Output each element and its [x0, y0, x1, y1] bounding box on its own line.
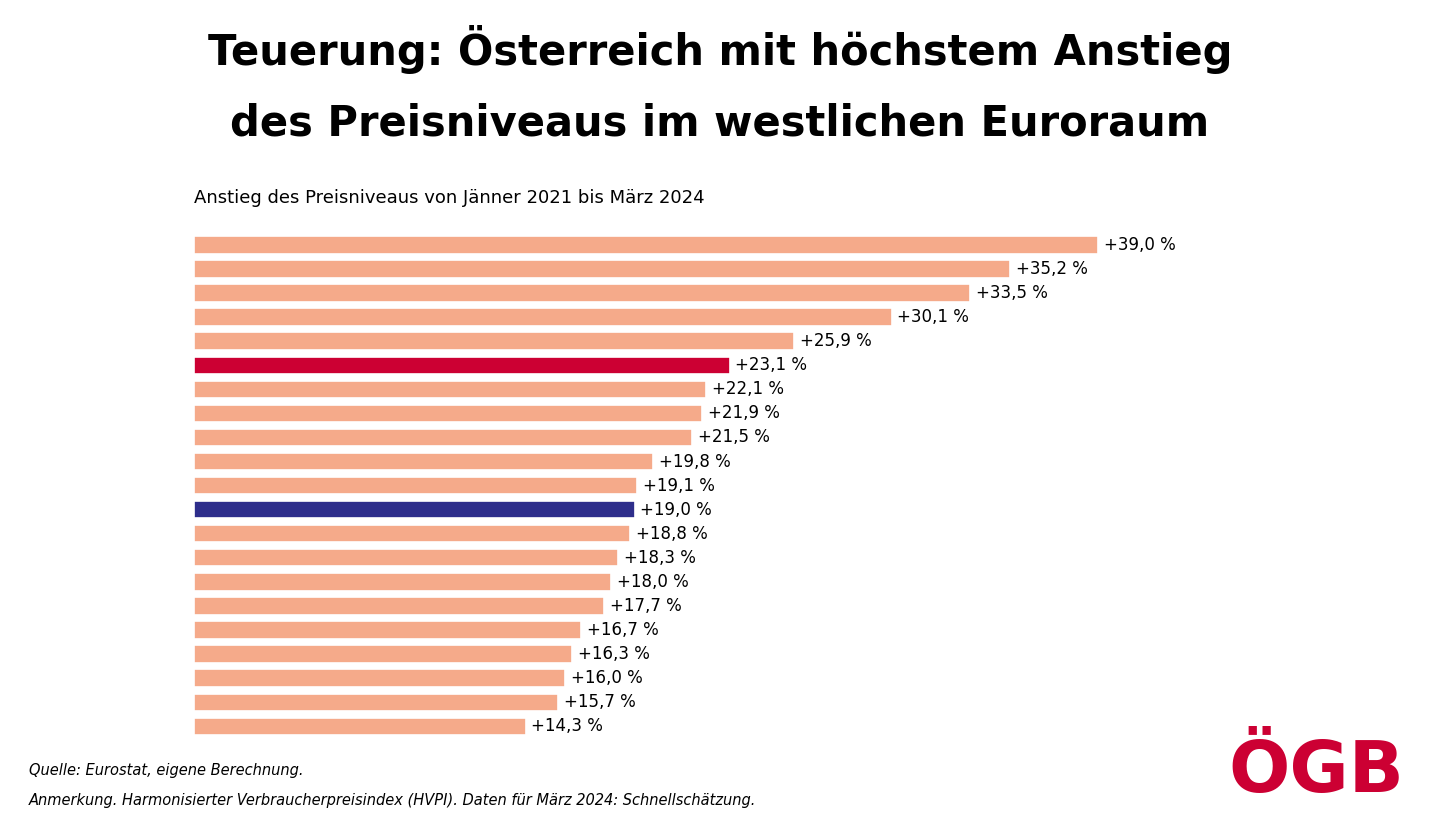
Bar	[194, 260, 1009, 277]
Bar	[194, 309, 891, 326]
Text: +35,2 %: +35,2 %	[1015, 260, 1087, 278]
Text: des Preisniveaus im westlichen Euroraum: des Preisniveaus im westlichen Euroraum	[230, 103, 1210, 145]
Text: +25,9 %: +25,9 %	[801, 332, 873, 350]
Bar	[194, 501, 635, 518]
Text: +18,3 %: +18,3 %	[624, 549, 696, 567]
Bar	[194, 669, 564, 686]
Bar	[194, 332, 795, 350]
Bar	[194, 645, 572, 663]
Text: +19,8 %: +19,8 %	[660, 453, 730, 471]
Text: Teuerung: Österreich mit höchstem Anstieg: Teuerung: Österreich mit höchstem Anstie…	[207, 25, 1233, 74]
Bar	[194, 429, 693, 446]
Text: +18,0 %: +18,0 %	[618, 573, 688, 591]
Text: +39,0 %: +39,0 %	[1103, 236, 1175, 253]
Text: +19,1 %: +19,1 %	[642, 477, 714, 495]
Text: +16,0 %: +16,0 %	[570, 669, 642, 687]
Bar	[194, 525, 629, 542]
Bar	[194, 718, 526, 735]
Text: +21,9 %: +21,9 %	[707, 404, 779, 422]
Bar	[194, 597, 605, 615]
Text: Anstieg des Preisniveaus von Jänner 2021 bis März 2024: Anstieg des Preisniveaus von Jänner 2021…	[194, 189, 706, 207]
Bar	[194, 453, 654, 470]
Text: +30,1 %: +30,1 %	[897, 308, 969, 326]
Text: +18,8 %: +18,8 %	[635, 525, 707, 542]
Bar	[194, 621, 582, 639]
Text: +19,0 %: +19,0 %	[641, 500, 713, 518]
Bar	[194, 356, 730, 374]
Text: +16,3 %: +16,3 %	[577, 645, 649, 663]
Text: +17,7 %: +17,7 %	[611, 597, 683, 615]
Text: ÖGB: ÖGB	[1228, 737, 1404, 807]
Bar	[194, 285, 971, 302]
Text: +33,5 %: +33,5 %	[976, 284, 1048, 302]
Bar	[194, 405, 701, 422]
Bar	[194, 380, 707, 398]
Text: +16,7 %: +16,7 %	[588, 621, 660, 639]
Bar	[194, 477, 636, 495]
Text: Quelle: Eurostat, eigene Berechnung.: Quelle: Eurostat, eigene Berechnung.	[29, 763, 304, 778]
Text: +14,3 %: +14,3 %	[531, 718, 603, 735]
Bar	[194, 573, 612, 591]
Bar	[194, 236, 1097, 253]
Bar	[194, 549, 618, 566]
Text: +23,1 %: +23,1 %	[736, 356, 808, 374]
Text: +15,7 %: +15,7 %	[564, 693, 635, 711]
Text: Anmerkung. Harmonisierter Verbraucherpreisindex (HVPI). Daten für März 2024: Sch: Anmerkung. Harmonisierter Verbraucherpre…	[29, 793, 756, 808]
Text: +22,1 %: +22,1 %	[713, 380, 785, 398]
Bar	[194, 694, 559, 711]
Text: +21,5 %: +21,5 %	[698, 429, 770, 446]
